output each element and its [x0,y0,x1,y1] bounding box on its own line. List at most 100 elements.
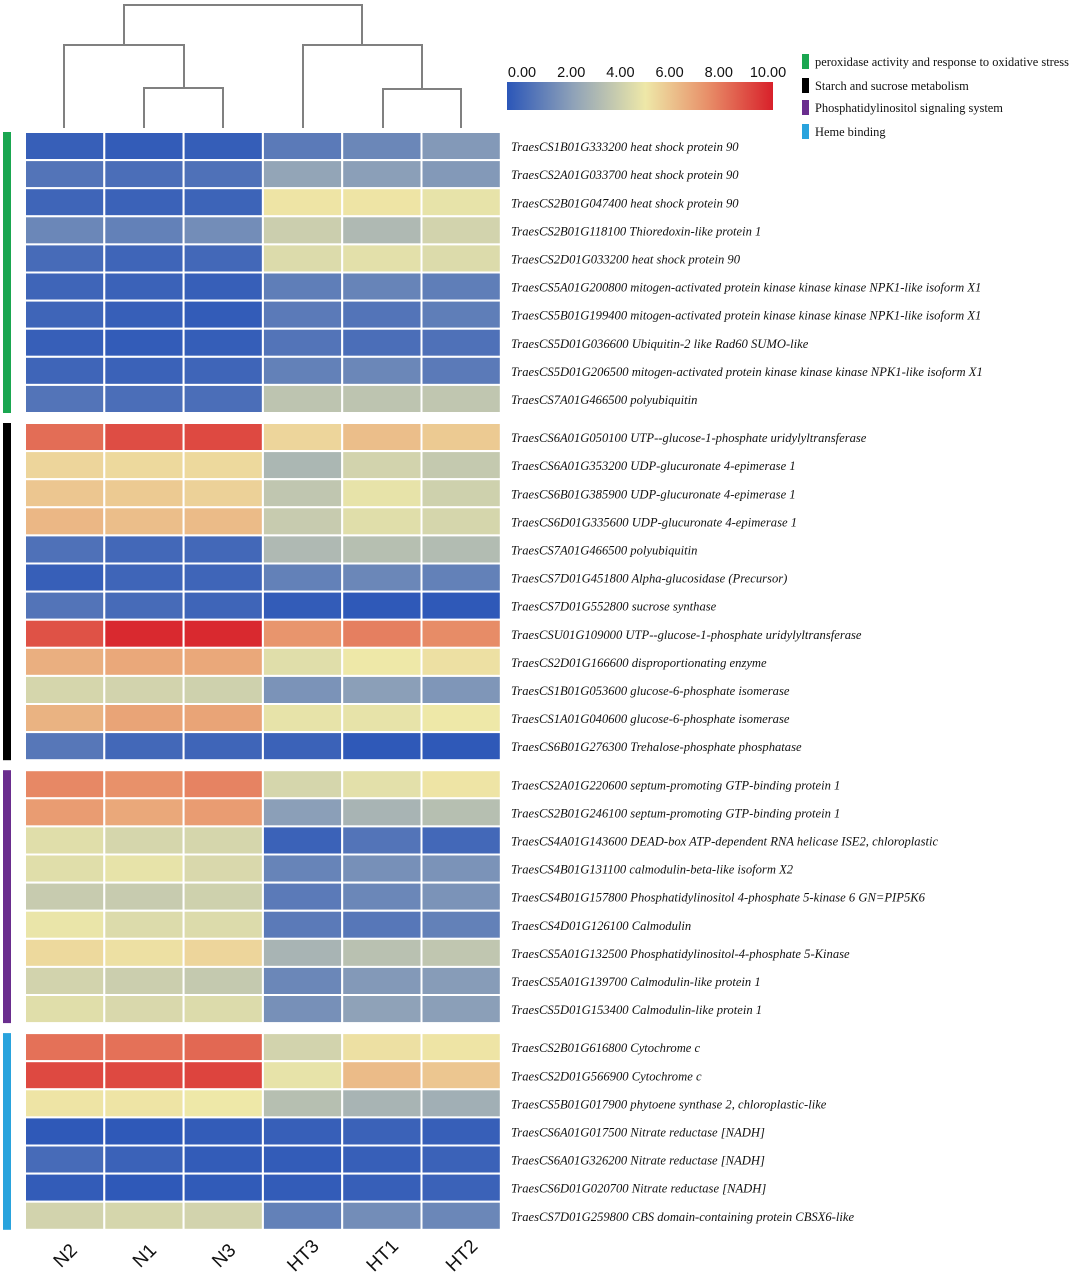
row-label: TraesCS6B01G385900 UDP-glucuronate 4-epi… [511,487,796,501]
heatmap-cell [420,590,502,621]
heatmap-cell [261,355,344,386]
row-label: TraesCS5A01G139700 Calmodulin-like prote… [511,975,761,989]
heatmap-cell [420,422,502,453]
heatmap-cell [341,215,423,246]
dendrogram-branch-n2 [63,44,185,128]
dendrogram-branch-n1-n3 [143,87,224,128]
heatmap-cell [420,478,502,509]
heatmap-cell [420,131,502,162]
heatmap-cell [24,299,106,330]
heatmap-cell [420,1172,502,1203]
column-label: HT3 [283,1236,323,1276]
heatmap-cell [261,562,344,593]
heatmap-cell [261,909,344,940]
heatmap-cell [420,909,502,940]
heatmap-cell [182,271,264,302]
heatmap-cell [341,909,423,940]
heatmap-cell [103,355,185,386]
heatmap-cell [420,731,502,762]
heatmap-cell [341,994,423,1025]
heatmap-cell [261,1088,344,1119]
group-sidebar [3,770,11,1024]
heatmap-cell [103,383,185,414]
heatmap-cell [261,769,344,800]
heatmap-cell [24,215,106,246]
heatmap-cell [420,243,502,274]
heatmap-cell [103,450,185,481]
heatmap-cell [261,534,344,565]
heatmap-cell [24,159,106,190]
heatmap-cell [261,243,344,274]
row-label: TraesCS4B01G157800 Phosphatidylinositol … [511,891,926,905]
heatmap-cell [261,1116,344,1147]
heatmap-cell [341,383,423,414]
heatmap-cell [341,825,423,856]
heatmap-cell [103,1172,185,1203]
colorbar: 0.00 2.00 4.00 6.00 8.00 10.00 [507,65,786,110]
heatmap-cell [182,703,264,734]
column-label: N2 [50,1240,82,1272]
heatmap-cell [103,797,185,828]
heatmap-cell [24,327,106,358]
heatmap-cell [341,562,423,593]
heatmap-cell [103,215,185,246]
row-label: TraesCS6A01G326200 Nitrate reductase [NA… [511,1154,765,1168]
heatmap-cell [24,797,106,828]
group-sidebar [3,423,11,761]
row-label: TraesCS7D01G552800 sucrose synthase [511,600,717,614]
heatmap-cell [24,450,106,481]
heatmap-cell [261,299,344,330]
colorbar-tick-label: 10.00 [750,65,786,81]
heatmap-cell [341,769,423,800]
heatmap-cell [182,1144,264,1175]
heatmap-cell [341,881,423,912]
group-sidebar [3,132,11,413]
row-label: TraesCS1B01G053600 glucose-6-phosphate i… [511,684,790,698]
heatmap-cell [182,1088,264,1119]
heatmap-cell [420,703,502,734]
heatmap-cell [420,646,502,677]
heatmap-cell [24,562,106,593]
heatmap-cell [103,909,185,940]
heatmap-cell [24,1200,106,1231]
heatmap-cell [24,909,106,940]
heatmap-cell [420,965,502,997]
heatmap-cell [103,506,185,537]
heatmap-cell [24,534,106,565]
heatmap-cell [182,965,264,997]
heatmap-cell [182,618,264,649]
heatmap-cell [24,825,106,856]
heatmap-cell [341,1144,423,1175]
heatmap-cell [261,327,344,358]
heatmap-cell [182,797,264,828]
heatmap-cell [182,534,264,565]
row-label: TraesCS5B01G017900 phytoene synthase 2, … [511,1097,827,1111]
heatmap-cell [24,1172,106,1203]
heatmap-cell [420,1032,502,1063]
heatmap-cell [420,383,502,414]
heatmap-cell [24,422,106,453]
heatmap-cell [24,853,106,884]
heatmap-cell [341,646,423,677]
heatmap-cell [103,646,185,677]
row-label: TraesCS4D01G126100 Calmodulin [511,919,691,933]
heatmap-cell [341,674,423,706]
heatmap-cell [261,965,344,997]
heatmap-cell [261,674,344,706]
heatmap-cell [261,618,344,649]
row-label: TraesCS6A01G050100 UTP--glucose-1-phosph… [511,431,867,445]
row-label: TraesCS5B01G199400 mitogen-activated pro… [511,309,981,323]
heatmap-cell [420,1060,502,1091]
row-label: TraesCS5A01G200800 mitogen-activated pro… [511,281,981,295]
heatmap-cell [341,159,423,190]
heatmap-cell [103,1060,185,1091]
heatmap-cells [24,131,502,1231]
row-label: TraesCS6A01G017500 Nitrate reductase [NA… [511,1126,765,1140]
heatmap-cell [420,327,502,358]
heatmap-cell [182,243,264,274]
heatmap-cell [24,1144,106,1175]
heatmap-cell [24,994,106,1025]
heatmap-cell [420,159,502,190]
heatmap-cell [103,159,185,190]
